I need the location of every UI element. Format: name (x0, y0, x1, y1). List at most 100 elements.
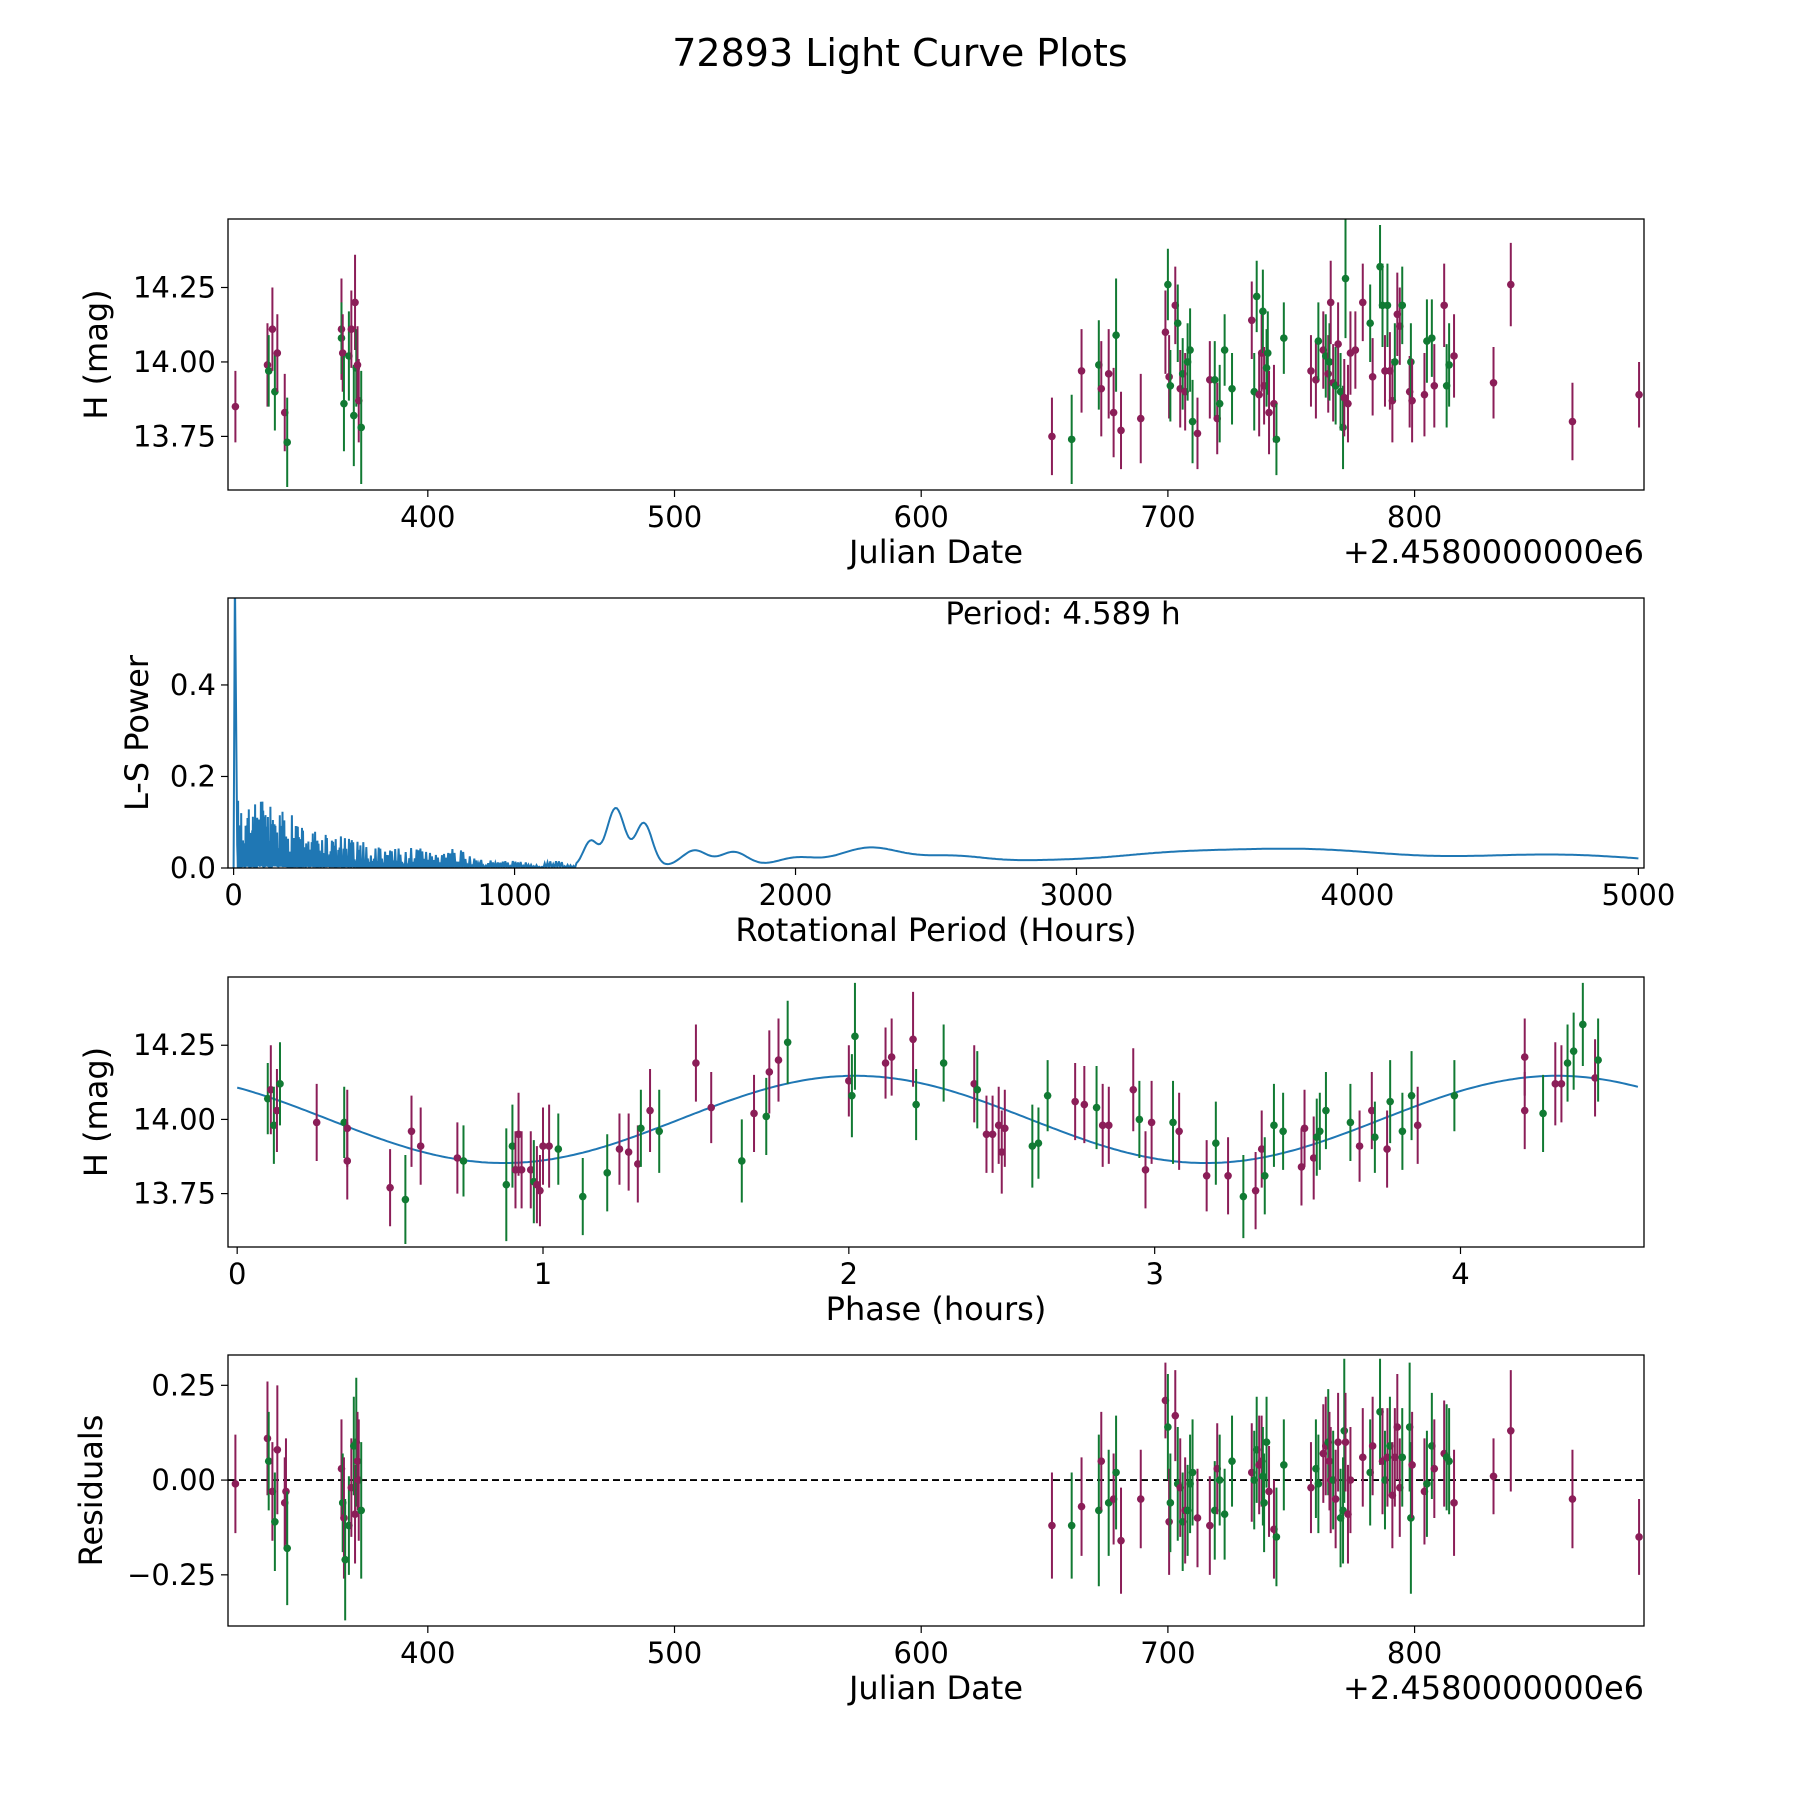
data-point (783, 1038, 792, 1047)
x-axis-label: Rotational Period (Hours) (735, 911, 1136, 949)
data-point (1346, 1476, 1355, 1484)
data-point (1351, 346, 1360, 354)
data-point (646, 1106, 654, 1115)
data-point (1239, 1192, 1248, 1201)
x-tick-label: 1 (534, 1257, 552, 1291)
x-tick-label: 0 (228, 1257, 246, 1291)
y-tick-label: 0.25 (151, 1368, 216, 1402)
data-point (1309, 1154, 1318, 1162)
data-point (1193, 429, 1202, 438)
data-point (1164, 280, 1172, 289)
data-point (887, 1053, 896, 1061)
data-point (1136, 1495, 1145, 1503)
data-point (1314, 337, 1323, 345)
data-point (765, 1068, 774, 1076)
data-point (1117, 426, 1125, 435)
data-point (1557, 1080, 1566, 1088)
data-point (1210, 376, 1219, 384)
data-point (1312, 1133, 1321, 1142)
data-point (982, 1130, 991, 1139)
data-point (1001, 1124, 1009, 1133)
data-point (1326, 298, 1335, 307)
data-point (511, 1166, 520, 1174)
data-point (1141, 1166, 1150, 1174)
data-point (1331, 1495, 1340, 1503)
data-point (1164, 1423, 1172, 1431)
data-point (1161, 328, 1170, 336)
data-point (1316, 1127, 1324, 1136)
data-point (1568, 1495, 1577, 1503)
data-point (1272, 1533, 1281, 1541)
data-point (1098, 1121, 1107, 1130)
data-point (1186, 346, 1194, 354)
data-point (1408, 1461, 1416, 1469)
data-point (774, 1056, 783, 1064)
x-axis-label: Julian Date (847, 533, 1023, 571)
x-axis-label: Phase (hours) (826, 1290, 1047, 1328)
y-tick-label: 14.25 (133, 270, 216, 304)
data-point (1383, 1145, 1391, 1153)
data-point (340, 1514, 348, 1522)
data-point (459, 1157, 468, 1165)
data-point (273, 1445, 282, 1454)
data-point (1220, 1510, 1229, 1518)
data-point (939, 1059, 948, 1067)
data-point (264, 1457, 273, 1465)
data-point (707, 1103, 716, 1112)
y-tick-label: 13.75 (133, 1177, 216, 1211)
y-axis-label: H (mag) (77, 1047, 115, 1177)
data-point (1262, 1438, 1271, 1446)
data-point (1324, 370, 1333, 378)
data-point (1212, 1139, 1220, 1147)
axes-frame (227, 1354, 1645, 1627)
data-point (1147, 1118, 1156, 1127)
data-point (264, 367, 273, 375)
data-point (1450, 1499, 1458, 1507)
data-point (1034, 1139, 1043, 1147)
data-point (1263, 349, 1272, 357)
data-point (1259, 1472, 1267, 1481)
y-tick-label: 0.0 (170, 851, 216, 885)
data-point (1166, 381, 1175, 390)
data-point (1407, 1091, 1416, 1100)
y-tick-label: 0.2 (170, 759, 216, 793)
data-point (1169, 1118, 1177, 1127)
figure-title: 72893 Light Curve Plots (672, 31, 1127, 75)
data-point (1307, 367, 1315, 375)
data-point (1028, 1142, 1037, 1150)
data-point (1334, 340, 1342, 348)
data-point (1341, 274, 1350, 283)
data-point (988, 1130, 997, 1139)
data-point (848, 1091, 856, 1100)
data-point (1109, 408, 1118, 417)
data-point (1413, 1121, 1422, 1130)
data-point (1506, 280, 1515, 289)
data-point (909, 1035, 917, 1044)
data-point (1104, 370, 1113, 378)
y-axis-label: H (mag) (77, 289, 115, 419)
x-offset-label: +2.4580000000e6 (1343, 533, 1644, 571)
data-point (1551, 1080, 1560, 1088)
data-point (1257, 1145, 1266, 1153)
data-point (1228, 1457, 1236, 1465)
data-point (1067, 435, 1076, 444)
x-tick-label: 800 (1387, 1636, 1442, 1670)
data-point (1450, 1091, 1459, 1100)
data-point (655, 1127, 664, 1136)
data-point (351, 298, 359, 307)
data-point (1280, 334, 1288, 342)
panel-phased: 0 1 2 3 4 13.75 14.00 14.25 Phase (hours) H (mag) (77, 976, 1645, 1328)
data-point (1067, 1521, 1076, 1530)
x-tick-label: 600 (894, 1636, 949, 1670)
data-point (1368, 1442, 1377, 1450)
data-point (312, 1118, 321, 1127)
data-point (1386, 1097, 1394, 1106)
data-point (1165, 373, 1173, 381)
data-point (386, 1183, 394, 1192)
data-point (1280, 1461, 1288, 1469)
data-point (353, 1457, 362, 1465)
data-point (997, 1148, 1006, 1156)
data-point (545, 1142, 553, 1150)
x-tick-label: 3 (1145, 1257, 1163, 1291)
data-point (1358, 1453, 1367, 1462)
